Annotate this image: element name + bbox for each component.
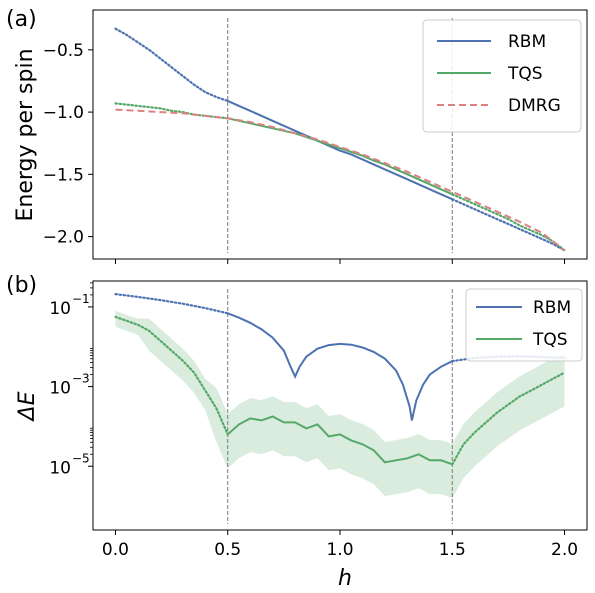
- panel-a-vlines: [227, 18, 453, 253]
- panel-b-xtick-label-0: 0.0: [102, 540, 129, 560]
- panel-a-line-rbm-right: [451, 198, 566, 252]
- panel-a-ylabel: Energy per spin: [13, 48, 38, 221]
- panel-b-legend: RBM TQS: [465, 288, 583, 362]
- panel-b-xticks: 0.0 0.5 1.0 1.5 2.0: [102, 259, 578, 560]
- panel-b: (b) ΔE 10−110−310−5 0.0 0.5 1.0 1.5 2.0 h RB…: [6, 259, 588, 591]
- panel-b-line-rbm-left: [114, 293, 229, 315]
- panel-b-line-tqs-right: [451, 371, 566, 466]
- panel-a-ytick-label-3: −2.0: [43, 228, 84, 248]
- panel-a-legend-tqs: TQS: [507, 64, 543, 84]
- panel-b-ytick-label-2: 10: [49, 458, 71, 478]
- panel-a-line-tqs-mid: [227, 117, 453, 196]
- panel-a-series: [114, 27, 566, 252]
- panel-b-ytick-exp-0: −1: [72, 292, 90, 306]
- panel-b-line-tqs-left: [114, 315, 229, 436]
- panel-b-ytick-exp-1: −3: [72, 372, 90, 386]
- panel-a-line-dmrg: [115, 108, 566, 252]
- panel-b-xtick-label-1: 0.5: [214, 540, 241, 560]
- panel-b-legend-rbm: RBM: [533, 298, 571, 318]
- panel-b-line-rbm-mid: [227, 312, 453, 421]
- panel-a-yticks: −0.5 −1.0 −1.5 −2.0: [43, 41, 93, 248]
- panel-a-label: (a): [6, 7, 37, 32]
- panel-b-label: (b): [6, 273, 37, 298]
- panel-b-line-tqs-mid: [227, 415, 453, 466]
- panel-a-ytick-label-0: −0.5: [43, 41, 84, 61]
- panel-b-xtick-label-3: 1.5: [439, 540, 466, 560]
- panel-b-xlabel: h: [338, 566, 352, 591]
- panel-a-legend-rbm: RBM: [508, 32, 546, 52]
- panel-a-legend-dmrg: DMRG: [508, 96, 561, 116]
- panel-b-xtick-label-4: 2.0: [551, 540, 578, 560]
- panel-a-line-rbm-left: [114, 27, 229, 103]
- panel-b-legend-tqs: TQS: [532, 330, 568, 350]
- panel-b-ytick-exp-2: −5: [72, 451, 90, 465]
- panel-a-line-tqs-right: [451, 193, 566, 252]
- panel-a-ytick-label-1: −1.0: [43, 103, 84, 123]
- panel-b-ytick-label-0: 10: [49, 299, 71, 319]
- panel-b-ylabel: ΔE: [15, 391, 40, 422]
- panel-b-vlines: [227, 289, 453, 524]
- panel-b-xtick-label-2: 1.0: [326, 540, 353, 560]
- panel-b-yticks: 10−110−310−5: [49, 282, 93, 478]
- panel-a-legend: RBM TQS DMRG: [422, 19, 582, 133]
- panel-a: (a) Energy per spin −0.5 −1.0 −1.5 −2.0 RBM…: [6, 7, 588, 260]
- panel-b-tqs-uncertainty-band: [115, 310, 565, 499]
- panel-b-band: [115, 310, 565, 499]
- panel-a-ytick-label-2: −1.5: [43, 165, 84, 185]
- panel-b-ytick-label-1: 10: [49, 379, 71, 399]
- panel-a-line-rbm-mid: [227, 99, 453, 201]
